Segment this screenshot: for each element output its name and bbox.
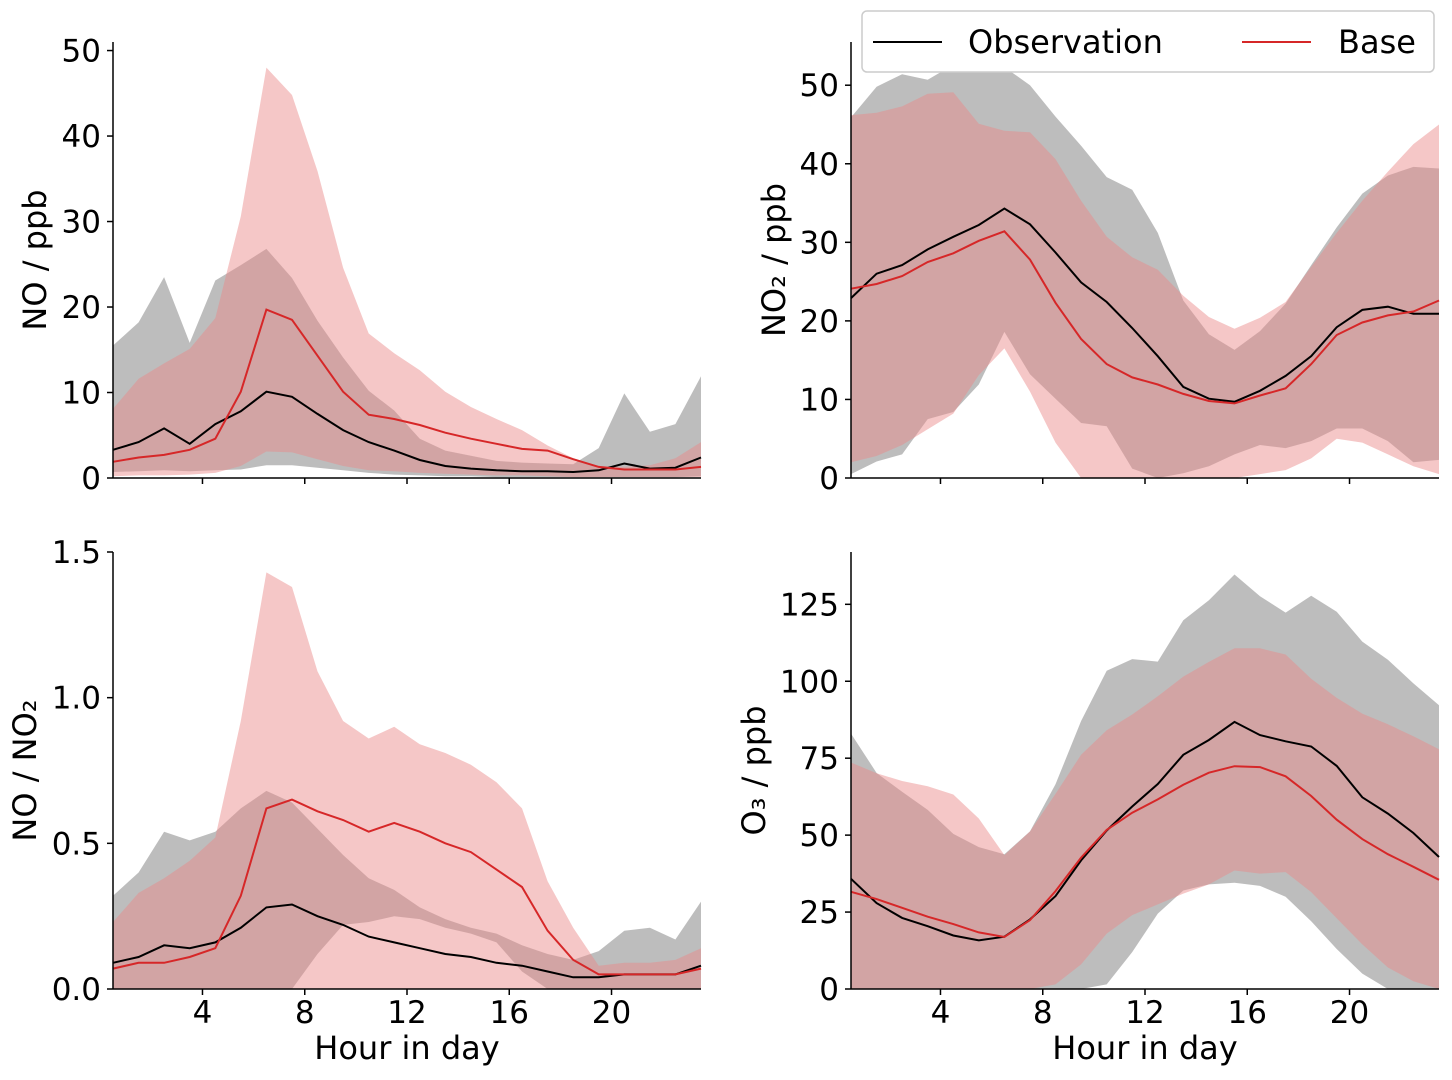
bottom-right-y-tick-label: 50 [800, 818, 839, 854]
bottom-left-x-tick-label: 12 [387, 995, 426, 1031]
bottom-left-y-axis-title: NO / NO₂ [6, 699, 44, 841]
bottom-right-x-tick-label: 20 [1330, 995, 1369, 1031]
top-right-y-tick-label: 20 [800, 304, 839, 340]
top-left-y-tick-label: 0 [81, 461, 101, 497]
top-left-y-axis-title: NO / ppb [16, 189, 54, 330]
bottom-right-y-tick-label: 0 [819, 972, 839, 1008]
top-left-base-line [112, 308, 702, 471]
top-left-base-band [113, 67, 701, 478]
top-right-y-tick-label: 30 [800, 225, 839, 261]
top-left-observation-band [113, 248, 701, 478]
bottom-left-x-tick-label: 8 [295, 995, 315, 1031]
bottom-left-x-tick-label: 16 [490, 995, 529, 1031]
bottom-left-y-tick-label: 0.5 [52, 826, 101, 862]
bottom-right-y-tick-label: 100 [780, 664, 839, 700]
top-right-y-tick-label: 40 [800, 147, 839, 183]
top-left-y-tick-label: 50 [62, 34, 101, 70]
bottom-right-observation-line [850, 720, 1440, 942]
bottom-left-y-tick-label: 1.5 [52, 535, 101, 571]
bottom-right-x-axis-title: Hour in day [1052, 1029, 1237, 1067]
panel-bottom-right: 0 25 50 75 100 125 4 8 12 16 20 Hour in day O₃ / ppb [735, 552, 1440, 1067]
bottom-right-y-axis-title: O₃ / ppb [735, 705, 773, 835]
panel-top-right: 0 10 20 30 40 50 NO₂ / ppb [755, 42, 1440, 497]
bottom-left-y-tick-label: 0.0 [52, 972, 101, 1008]
bottom-right-x-tick-label: 16 [1228, 995, 1267, 1031]
legend-observation-label: Observation [968, 23, 1163, 61]
top-right-observation-band [851, 63, 1439, 478]
top-left-y-tick-label: 40 [62, 119, 101, 155]
bottom-right-observation-band [851, 574, 1439, 989]
top-right-y-tick-label: 10 [800, 382, 839, 418]
top-left-y-tick-label: 20 [62, 290, 101, 326]
bottom-left-x-axis-title: Hour in day [314, 1029, 499, 1067]
bottom-right-base-line [850, 765, 1440, 939]
top-left-y-tick-label: 30 [62, 205, 101, 241]
top-right-y-tick-label: 0 [819, 461, 839, 497]
top-right-base-band [851, 92, 1439, 479]
bottom-right-base-band [851, 648, 1439, 989]
panel-bottom-left: 0.0 0.5 1.0 1.5 4 8 12 16 20 Hour in day NO / NO₂ [6, 535, 702, 1067]
top-left-observation-line [112, 390, 702, 474]
bottom-left-x-tick-label: 4 [193, 995, 213, 1031]
bottom-right-y-tick-label: 25 [800, 895, 839, 931]
bottom-left-y-tick-label: 1.0 [52, 681, 101, 717]
legend-base-label: Base [1338, 23, 1416, 61]
bottom-left-x-tick-label: 20 [592, 995, 631, 1031]
bottom-right-x-tick-label: 4 [931, 995, 951, 1031]
bottom-right-y-tick-label: 125 [780, 587, 839, 623]
top-right-base-line [850, 230, 1440, 405]
bottom-right-x-tick-label: 12 [1125, 995, 1164, 1031]
panel-top-left: 0 10 20 30 40 50 NO / ppb [16, 34, 702, 497]
bottom-left-observation-line [112, 903, 702, 979]
bottom-left-base-band [113, 572, 701, 989]
legend-frame [861, 10, 1435, 73]
top-left-y-tick-label: 10 [62, 376, 101, 412]
legend: Observation Base [861, 10, 1435, 73]
top-right-observation-line [850, 207, 1439, 403]
bottom-left-base-line [112, 798, 702, 976]
bottom-right-y-tick-label: 75 [800, 741, 839, 777]
top-right-y-tick-label: 50 [800, 68, 839, 104]
bottom-left-observation-band [113, 790, 701, 989]
bottom-right-x-tick-label: 8 [1033, 995, 1053, 1031]
top-right-y-axis-title: NO₂ / ppb [755, 183, 793, 337]
